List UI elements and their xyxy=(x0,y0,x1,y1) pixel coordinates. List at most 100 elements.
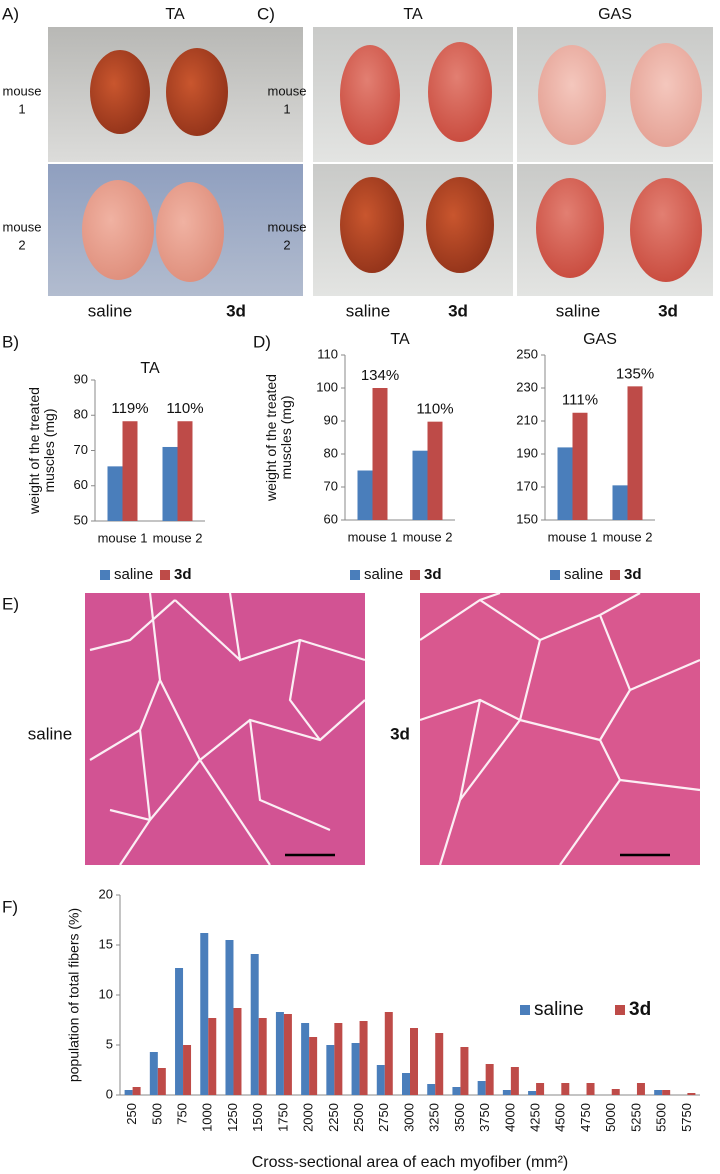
chart-title: GAS xyxy=(583,331,617,348)
row-label: mouse xyxy=(2,219,41,234)
legend-swatch xyxy=(160,570,170,580)
y-axis-label: population of total fibers (%) xyxy=(66,908,82,1082)
legend-label: saline xyxy=(114,566,153,583)
x-tick-label: 3750 xyxy=(477,1103,492,1132)
column-label: 3d xyxy=(658,301,678,320)
bar xyxy=(107,466,123,521)
legend-label: saline xyxy=(364,566,403,583)
y-tick-label: 250 xyxy=(516,346,538,361)
bar xyxy=(157,1068,166,1095)
legend-label: saline xyxy=(534,999,584,1020)
legend-swatch xyxy=(100,570,110,580)
bar xyxy=(627,386,643,520)
y-tick-label: 60 xyxy=(74,477,88,492)
bar xyxy=(528,1091,537,1095)
bar xyxy=(372,388,388,520)
x-tick-label: 4000 xyxy=(502,1103,517,1132)
x-tick-label: 2000 xyxy=(301,1103,316,1132)
bar xyxy=(162,446,178,521)
histology-saline xyxy=(85,592,366,866)
x-tick-label: 4250 xyxy=(528,1103,543,1132)
y-tick-label: 15 xyxy=(99,936,113,951)
bar xyxy=(561,1083,570,1095)
bar xyxy=(536,1083,545,1095)
bar xyxy=(427,1084,436,1095)
panel-label: B) xyxy=(2,332,19,351)
x-tick-label: 1000 xyxy=(200,1103,215,1132)
y-tick-label: 70 xyxy=(324,478,338,493)
y-tick-label: 100 xyxy=(316,379,338,394)
x-tick-label: 5250 xyxy=(628,1103,643,1132)
bar xyxy=(477,1081,486,1095)
x-tick-label: 2750 xyxy=(376,1103,391,1132)
legend-label: 3d xyxy=(174,566,192,583)
bar xyxy=(124,1090,133,1095)
legend-swatch xyxy=(610,570,620,580)
chart-title: TA xyxy=(140,360,160,377)
x-tick-label: 750 xyxy=(174,1103,189,1125)
row-label: mouse xyxy=(2,83,41,98)
y-tick-label: 70 xyxy=(74,442,88,457)
x-tick-label: 5000 xyxy=(603,1103,618,1132)
legend-swatch xyxy=(615,1005,625,1015)
bar xyxy=(510,1067,519,1095)
row-label: 1 xyxy=(18,101,25,116)
bar xyxy=(485,1064,494,1095)
x-tick-label: 4500 xyxy=(553,1103,568,1132)
bar-annotation: 110% xyxy=(416,401,453,418)
x-tick-label: mouse 1 xyxy=(348,529,398,544)
bar xyxy=(359,1021,368,1095)
image-label: 3d xyxy=(390,724,410,743)
bar xyxy=(283,1014,292,1095)
chart-title: TA xyxy=(390,331,410,348)
bar xyxy=(309,1037,318,1095)
y-tick-label: 110 xyxy=(317,346,338,361)
y-axis-label: weight of the treated xyxy=(263,374,279,502)
x-tick-label: mouse 1 xyxy=(98,530,148,545)
x-tick-label: 3000 xyxy=(401,1103,416,1132)
y-tick-label: 80 xyxy=(74,407,88,422)
bar xyxy=(586,1083,595,1095)
x-tick-label: 3500 xyxy=(452,1103,467,1132)
panel-label: C) xyxy=(257,4,275,23)
bar xyxy=(275,1012,284,1095)
bar xyxy=(149,1052,158,1095)
x-tick-label: 2250 xyxy=(326,1103,341,1132)
bar xyxy=(132,1087,141,1095)
bar xyxy=(572,412,588,520)
row-label: 2 xyxy=(18,237,25,252)
legend-label: 3d xyxy=(629,999,651,1020)
y-tick-label: 20 xyxy=(99,886,113,901)
column-label: saline xyxy=(346,301,390,320)
bar xyxy=(611,1089,620,1095)
bar xyxy=(460,1047,469,1095)
y-tick-label: 50 xyxy=(74,512,88,527)
column-label: saline xyxy=(88,301,132,320)
y-axis-label: muscles (mg) xyxy=(41,408,57,492)
bar xyxy=(233,1008,242,1095)
y-tick-label: 90 xyxy=(74,371,88,386)
x-tick-label: 4750 xyxy=(578,1103,593,1132)
legend-swatch xyxy=(410,570,420,580)
legend-swatch xyxy=(520,1005,530,1015)
x-tick-label: mouse 2 xyxy=(153,530,203,545)
histology-3d xyxy=(419,591,701,866)
column-label: 3d xyxy=(226,301,246,320)
bar xyxy=(258,1018,267,1095)
bar xyxy=(250,954,259,1095)
legend-label: 3d xyxy=(624,566,642,583)
bar xyxy=(662,1090,671,1095)
legend-swatch xyxy=(550,570,560,580)
y-tick-label: 60 xyxy=(324,511,338,526)
photo-panel-a xyxy=(48,27,303,296)
bar xyxy=(351,1043,360,1095)
bar xyxy=(502,1090,511,1095)
x-tick-label: mouse 2 xyxy=(403,529,453,544)
bar xyxy=(402,1073,410,1095)
row-label: mouse xyxy=(267,219,306,234)
y-tick-label: 0 xyxy=(106,1086,113,1101)
bar xyxy=(410,1028,418,1095)
bar xyxy=(376,1065,385,1095)
bar xyxy=(384,1012,393,1095)
legend-label: 3d xyxy=(424,566,442,583)
